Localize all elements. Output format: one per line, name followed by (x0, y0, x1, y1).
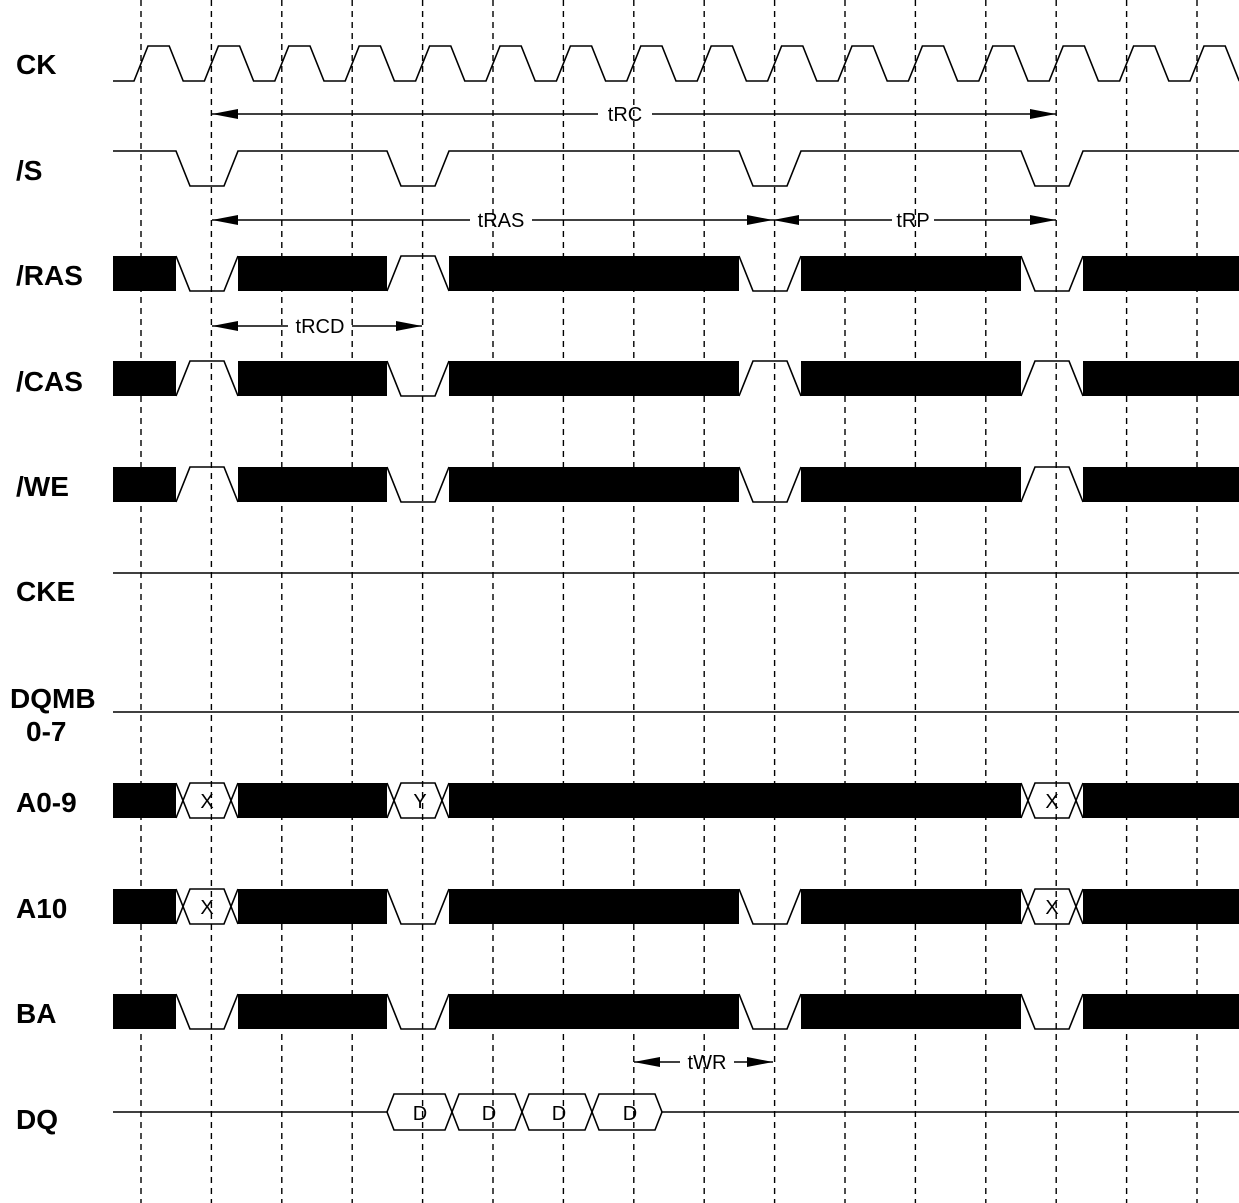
signal-label-a0-9: A0-9 (16, 787, 77, 818)
signal-label-cas: /CAS (16, 366, 83, 397)
dq-waveform: D D D D (113, 1093, 1239, 1131)
signal-label-ras: /RAS (16, 260, 83, 291)
a0-9-column-address: Y (413, 791, 426, 813)
timing-tras: tRAS (212, 210, 773, 232)
signal-label-dqmb-range: 0-7 (26, 716, 66, 747)
tras-label: tRAS (478, 210, 525, 232)
signal-label-dq: DQ (16, 1104, 58, 1135)
a0-9-row-address: X (200, 791, 213, 813)
signal-label-cke: CKE (16, 576, 75, 607)
dq-data-3: D (552, 1103, 566, 1125)
ba-waveform (113, 993, 1239, 1030)
signal-label-a10: A10 (16, 893, 67, 924)
trp-label: tRP (896, 210, 929, 232)
s-waveform (113, 150, 1239, 187)
signal-label-ck: CK (16, 49, 56, 80)
dq-data-2: D (482, 1103, 496, 1125)
a0-9-row-address-2: X (1045, 791, 1058, 813)
we-waveform (113, 466, 1239, 503)
dq-data-4: D (623, 1103, 637, 1125)
ck-waveform (113, 45, 1239, 82)
dq-data-1: D (413, 1103, 427, 1125)
twr-label: tWR (688, 1052, 727, 1074)
timing-trc: tRC (212, 104, 1056, 126)
trcd-label: tRCD (296, 316, 345, 338)
ras-waveform (113, 255, 1239, 292)
a10-row-address: X (200, 897, 213, 919)
signal-label-we: /WE (16, 471, 69, 502)
a0-9-waveform: X Y X (113, 782, 1239, 819)
timing-twr: tWR (634, 1052, 773, 1074)
signal-label-s: /S (16, 155, 42, 186)
signal-label-dqmb: DQMB (10, 683, 96, 714)
a10-row-address-2: X (1045, 897, 1058, 919)
trc-label: tRC (608, 104, 642, 126)
signal-label-ba: BA (16, 998, 56, 1029)
timing-trcd: tRCD (212, 316, 422, 338)
signal-labels: CK /S /RAS /CAS /WE CKE DQMB 0-7 A0-9 A1… (10, 49, 96, 1135)
cas-waveform (113, 360, 1239, 397)
timing-trp: tRP (773, 210, 1056, 232)
a10-waveform: X X (113, 888, 1239, 925)
